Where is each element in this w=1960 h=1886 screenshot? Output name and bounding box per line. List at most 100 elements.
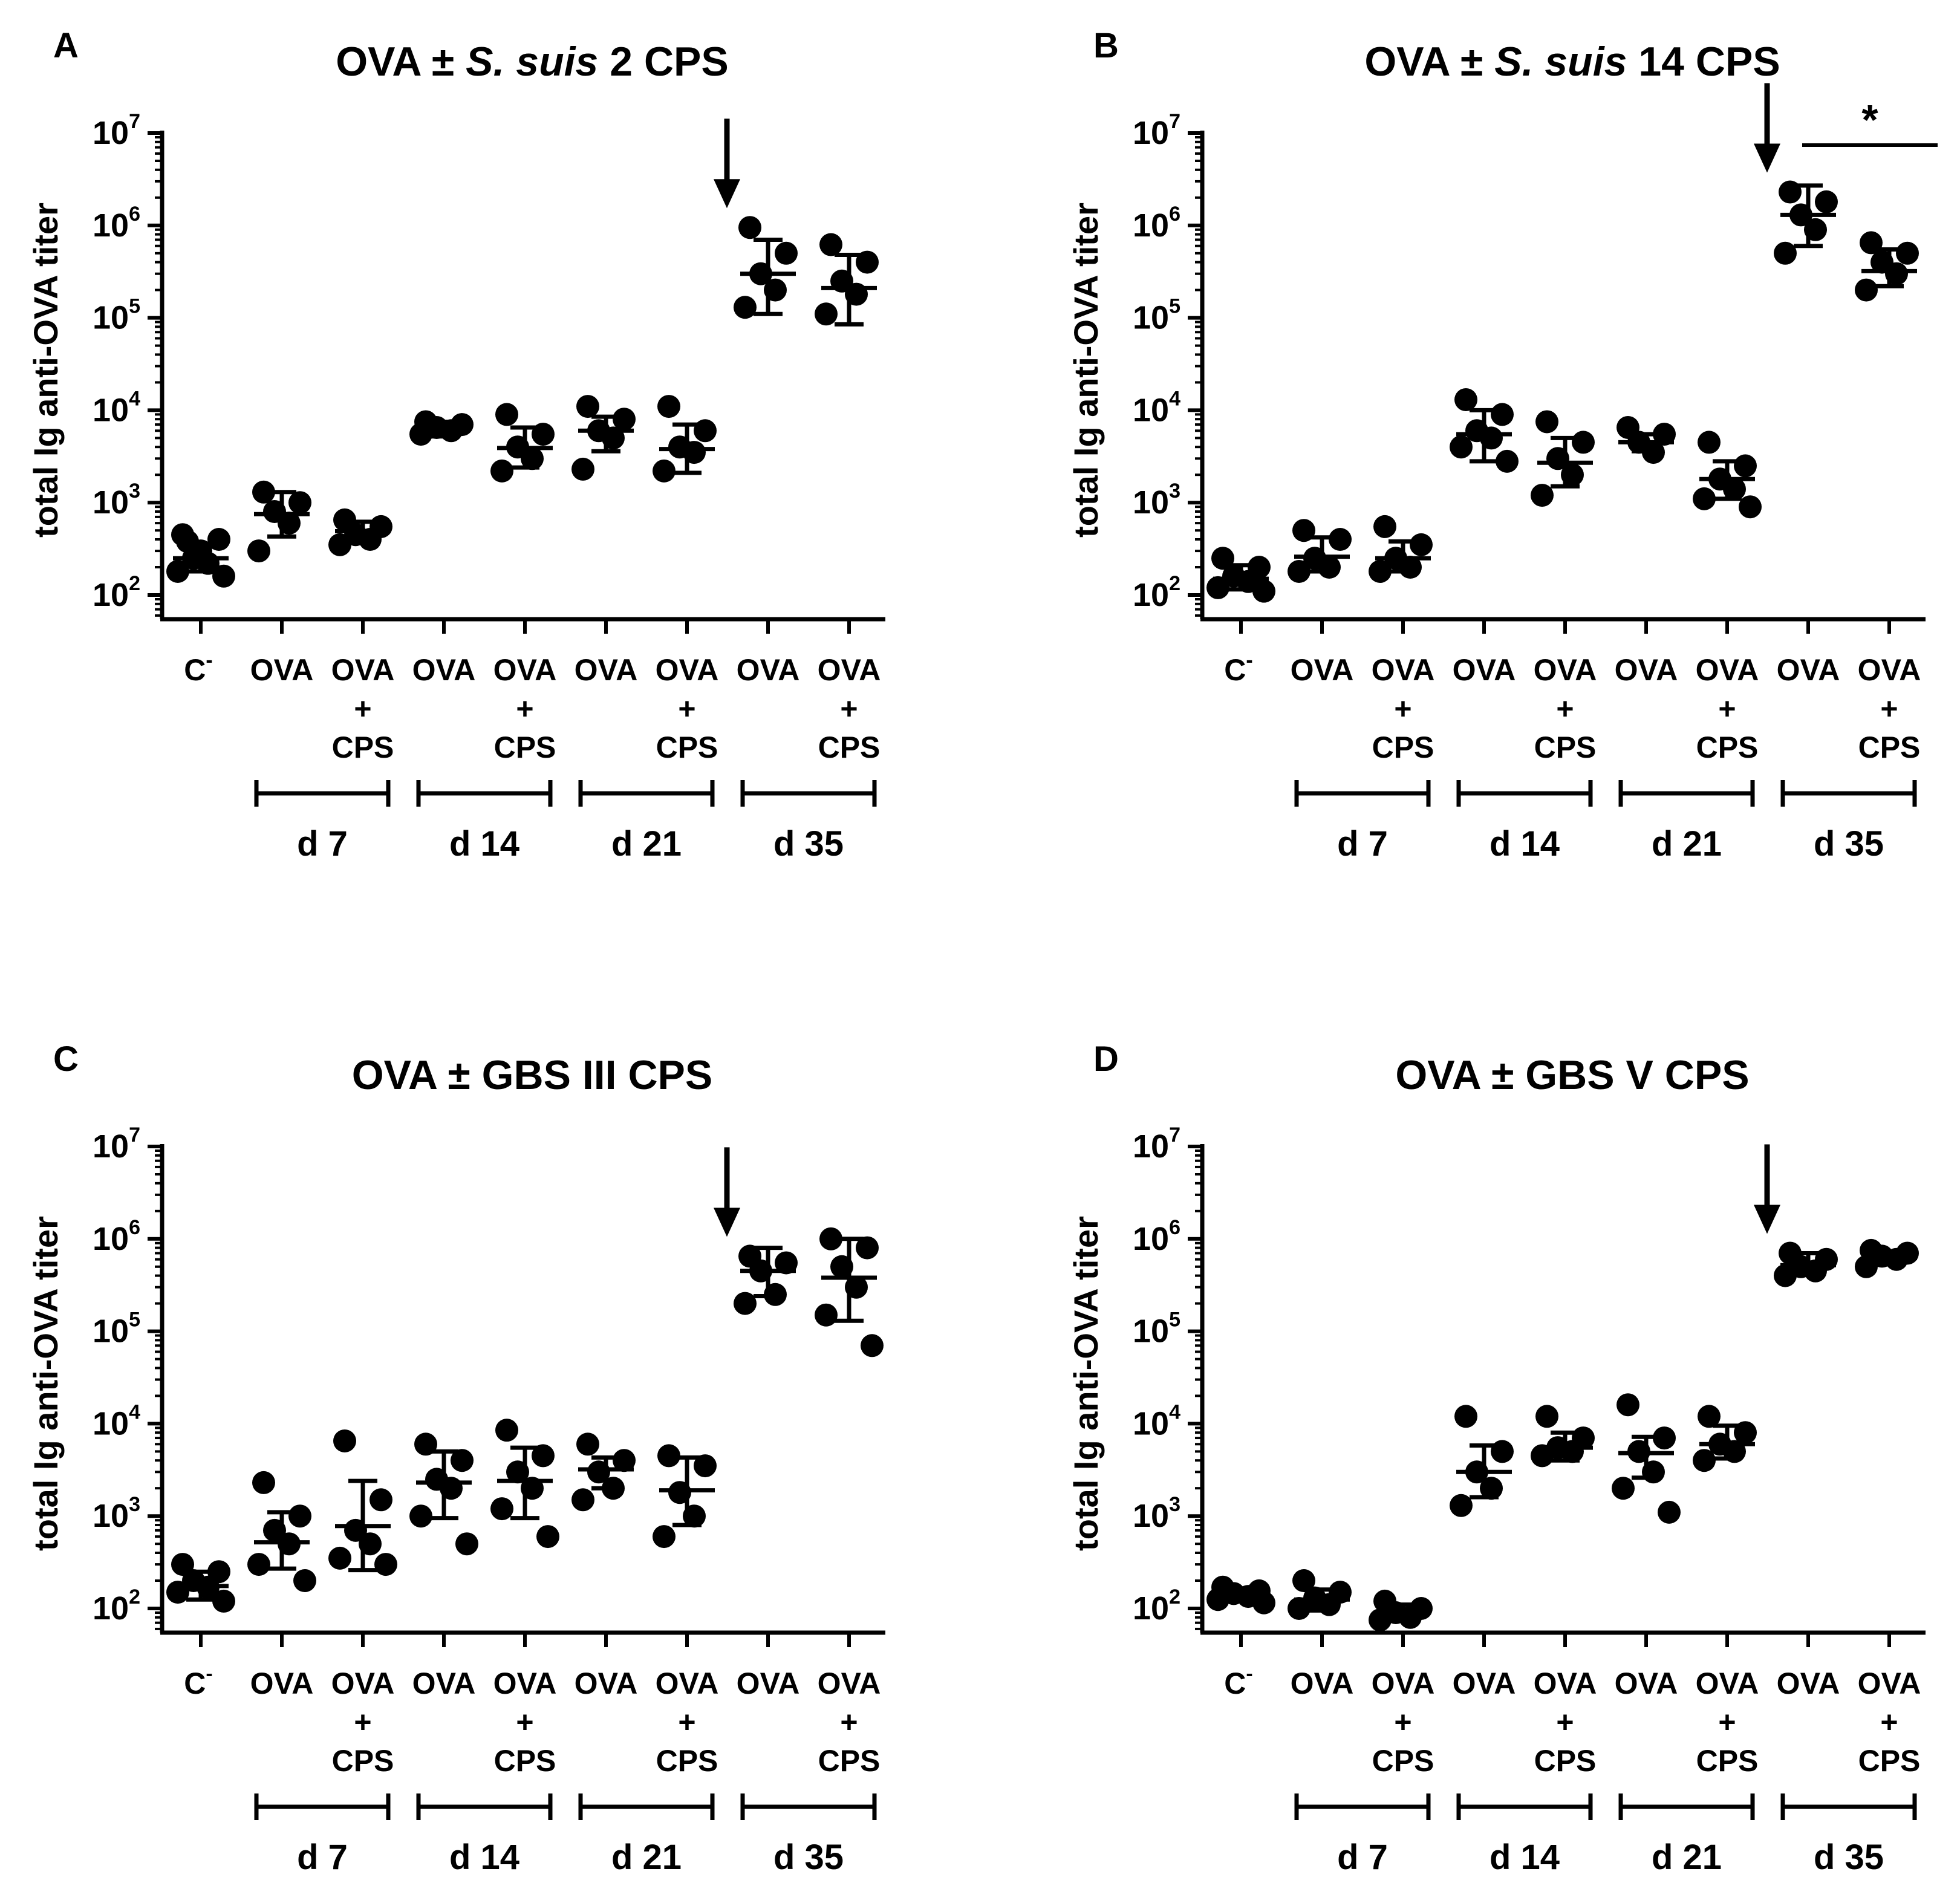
day-label: d 35	[1814, 824, 1884, 863]
data-point	[657, 1444, 680, 1468]
category-label: CPS	[1534, 730, 1597, 764]
data-point	[734, 296, 757, 319]
data-point	[1288, 559, 1310, 583]
data-point	[775, 1251, 798, 1275]
data-point	[495, 403, 518, 426]
y-tick-label: 102	[93, 572, 140, 613]
series-group	[734, 216, 798, 319]
series-group	[1617, 415, 1676, 464]
day-bracket	[740, 1793, 877, 1820]
y-tick-exponent: 3	[129, 480, 140, 502]
title-part: 2 CPS	[598, 39, 728, 85]
series-group	[1531, 1405, 1595, 1468]
category-label: OVA	[1615, 653, 1678, 687]
y-tick-exponent: 2	[1169, 572, 1180, 595]
data-point	[490, 1497, 513, 1521]
day-bracket	[1780, 1793, 1917, 1820]
data-point	[1653, 1426, 1676, 1450]
data-point	[1369, 559, 1392, 583]
day-bracket	[1618, 780, 1755, 807]
category-label: OVA	[1453, 653, 1516, 687]
series-group	[1369, 1589, 1433, 1632]
category-label: CPS	[332, 1744, 394, 1778]
day-bracket	[1294, 780, 1431, 807]
y-tick-label: 106	[93, 1216, 140, 1257]
series-group	[571, 1432, 636, 1512]
data-point	[1774, 241, 1797, 265]
category-label: OVA	[412, 1667, 476, 1700]
y-tick-label: 107	[1133, 110, 1180, 151]
y-axis-label: total Ig anti-OVA titer	[1067, 1216, 1105, 1551]
category-label: C-	[184, 649, 212, 687]
y-tick-base: 10	[93, 1590, 129, 1627]
data-point	[734, 1292, 757, 1315]
title-part: S. suis	[1494, 39, 1627, 85]
series-group	[1774, 1241, 1838, 1287]
y-tick-exponent: 7	[1169, 1123, 1180, 1146]
category-label: CPS	[1696, 730, 1759, 764]
y-tick-exponent: 3	[129, 1493, 140, 1516]
category-label: OVA	[1372, 1667, 1435, 1700]
category-label: CPS	[656, 1744, 718, 1778]
category-label: OVA	[1453, 1667, 1516, 1700]
data-point	[819, 233, 842, 256]
data-point	[1450, 1494, 1473, 1517]
y-tick-label: 107	[1133, 1123, 1180, 1165]
data-point	[738, 216, 761, 239]
data-point	[1369, 1608, 1392, 1632]
category-label: CPS	[494, 730, 556, 764]
category-label-superscript: -	[206, 649, 212, 672]
data-point	[176, 530, 199, 553]
category-label-text: C	[1224, 1667, 1246, 1700]
y-tick-exponent: 2	[129, 1585, 140, 1608]
day-bracket	[1456, 780, 1593, 807]
category-label: OVA	[493, 653, 557, 687]
y-tick-base: 10	[93, 484, 129, 521]
data-point	[856, 1236, 879, 1260]
series-group	[1206, 547, 1275, 603]
category-label: CPS	[1858, 730, 1921, 764]
category-label: CPS	[1372, 730, 1434, 764]
y-tick-base: 10	[1133, 1221, 1169, 1257]
data-point	[1531, 484, 1554, 507]
category-label: OVA	[656, 653, 719, 687]
category-label: OVA	[1696, 1667, 1759, 1700]
data-point	[247, 539, 270, 563]
y-tick-base: 10	[1133, 1590, 1169, 1627]
day-label: d 7	[1337, 824, 1388, 863]
category-label: +	[840, 1705, 858, 1739]
day-label: d 35	[773, 824, 844, 863]
series-group	[1288, 1569, 1352, 1620]
boost-arrow-head	[714, 1208, 740, 1237]
y-tick-exponent: 4	[1169, 387, 1180, 410]
data-point	[653, 1525, 676, 1549]
category-label: CPS	[818, 730, 881, 764]
y-axis-label: total Ig anti-OVA titer	[27, 203, 65, 538]
data-point	[288, 491, 311, 515]
data-point	[1252, 1591, 1275, 1614]
data-point	[1698, 431, 1721, 454]
data-point	[1454, 388, 1477, 411]
series-group	[328, 508, 392, 556]
series-group	[490, 1419, 559, 1549]
series-group	[1206, 1575, 1275, 1614]
series-group	[247, 480, 311, 563]
title-part: ±	[420, 39, 466, 85]
data-point	[576, 1432, 599, 1456]
category-label: OVA	[1291, 1667, 1354, 1700]
data-point	[409, 423, 432, 446]
data-point	[1693, 487, 1716, 510]
y-tick-exponent: 6	[1169, 1216, 1180, 1239]
y-tick-base: 10	[93, 1313, 129, 1350]
data-point	[288, 1504, 311, 1528]
category-label: OVA	[656, 1667, 719, 1700]
data-point	[1658, 1500, 1681, 1524]
y-tick-exponent: 2	[129, 572, 140, 595]
day-bracket	[416, 780, 553, 807]
chart-title: OVA ± GBS III CPS	[352, 1052, 713, 1098]
data-point	[1693, 1449, 1716, 1472]
data-point	[653, 459, 676, 483]
y-tick-base: 10	[1133, 577, 1169, 613]
data-point	[819, 1227, 842, 1250]
day-bracket	[254, 1793, 391, 1820]
